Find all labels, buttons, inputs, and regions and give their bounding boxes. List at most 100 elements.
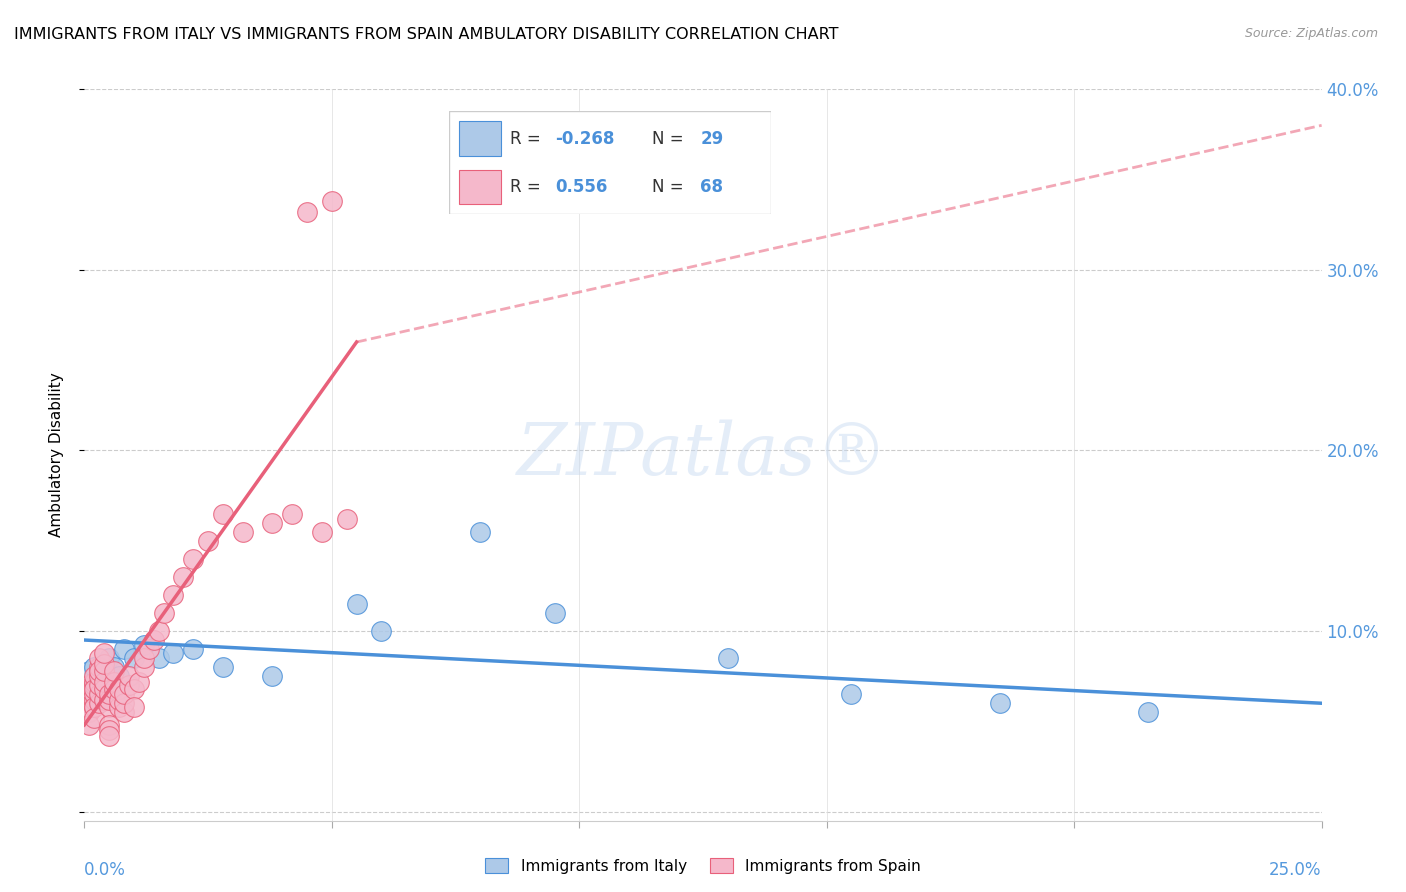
- Point: [103, 674, 125, 689]
- Point: [79, 706, 101, 720]
- Point: [83, 660, 105, 674]
- Point: [98, 651, 121, 665]
- Point: [83, 669, 105, 683]
- Point: [89, 687, 111, 701]
- Point: [281, 507, 304, 521]
- Text: IMMIGRANTS FROM ITALY VS IMMIGRANTS FROM SPAIN AMBULATORY DISABILITY CORRELATION: IMMIGRANTS FROM ITALY VS IMMIGRANTS FROM…: [14, 27, 838, 42]
- Point: [89, 678, 111, 692]
- Text: ZIPatlas®: ZIPatlas®: [517, 419, 889, 491]
- Point: [83, 674, 105, 689]
- Point: [89, 678, 111, 692]
- Point: [83, 687, 105, 701]
- Point: [128, 674, 150, 689]
- Point: [197, 533, 219, 548]
- Point: [232, 524, 254, 539]
- Point: [98, 723, 121, 738]
- Point: [311, 524, 333, 539]
- Point: [181, 642, 204, 657]
- Point: [470, 524, 492, 539]
- Point: [79, 664, 101, 678]
- Point: [103, 664, 125, 678]
- Y-axis label: Ambulatory Disability: Ambulatory Disability: [49, 373, 63, 537]
- Point: [108, 681, 131, 696]
- Point: [112, 687, 135, 701]
- Point: [346, 597, 368, 611]
- Point: [841, 687, 863, 701]
- Point: [118, 669, 141, 683]
- Text: 0.0%: 0.0%: [84, 861, 127, 879]
- Point: [112, 642, 135, 657]
- Point: [132, 639, 155, 653]
- Text: Source: ZipAtlas.com: Source: ZipAtlas.com: [1244, 27, 1378, 40]
- Point: [112, 706, 135, 720]
- Point: [370, 624, 392, 638]
- Legend: Immigrants from Italy, Immigrants from Spain: Immigrants from Italy, Immigrants from S…: [479, 852, 927, 880]
- Point: [79, 681, 101, 696]
- Point: [93, 692, 115, 706]
- Point: [1137, 706, 1160, 720]
- Point: [89, 692, 111, 706]
- Point: [83, 687, 105, 701]
- Point: [89, 669, 111, 683]
- Point: [89, 664, 111, 678]
- Point: [93, 646, 115, 660]
- Point: [118, 678, 141, 692]
- Point: [83, 692, 105, 706]
- Point: [103, 681, 125, 696]
- Point: [336, 512, 359, 526]
- Point: [262, 669, 284, 683]
- Point: [89, 651, 111, 665]
- Point: [181, 551, 204, 566]
- Point: [83, 699, 105, 714]
- Point: [93, 681, 115, 696]
- Point: [112, 696, 135, 710]
- Point: [98, 699, 121, 714]
- Point: [83, 674, 105, 689]
- Point: [79, 692, 101, 706]
- Point: [83, 699, 105, 714]
- Point: [79, 696, 101, 710]
- Point: [79, 678, 101, 692]
- Point: [212, 507, 235, 521]
- Text: 25.0%: 25.0%: [1270, 861, 1322, 879]
- Point: [89, 660, 111, 674]
- Point: [122, 651, 145, 665]
- Point: [212, 660, 235, 674]
- Point: [79, 706, 101, 720]
- Point: [108, 669, 131, 683]
- Point: [262, 516, 284, 530]
- Point: [79, 718, 101, 732]
- Point: [295, 205, 318, 219]
- Point: [148, 624, 170, 638]
- Point: [132, 651, 155, 665]
- Point: [122, 699, 145, 714]
- Point: [79, 681, 101, 696]
- Point: [98, 692, 121, 706]
- Point: [142, 633, 165, 648]
- Point: [83, 678, 105, 692]
- Point: [132, 660, 155, 674]
- Point: [148, 651, 170, 665]
- Point: [93, 681, 115, 696]
- Point: [717, 651, 740, 665]
- Point: [108, 699, 131, 714]
- Point: [89, 696, 111, 710]
- Point: [162, 646, 184, 660]
- Point: [93, 669, 115, 683]
- Point: [93, 674, 115, 689]
- Point: [122, 681, 145, 696]
- Point: [152, 606, 174, 620]
- Point: [98, 729, 121, 743]
- Point: [83, 681, 105, 696]
- Point: [988, 696, 1011, 710]
- Point: [138, 642, 160, 657]
- Point: [321, 194, 343, 209]
- Point: [543, 606, 565, 620]
- Point: [98, 718, 121, 732]
- Point: [103, 660, 125, 674]
- Point: [108, 692, 131, 706]
- Point: [93, 664, 115, 678]
- Point: [162, 588, 184, 602]
- Point: [83, 711, 105, 725]
- Point: [172, 570, 194, 584]
